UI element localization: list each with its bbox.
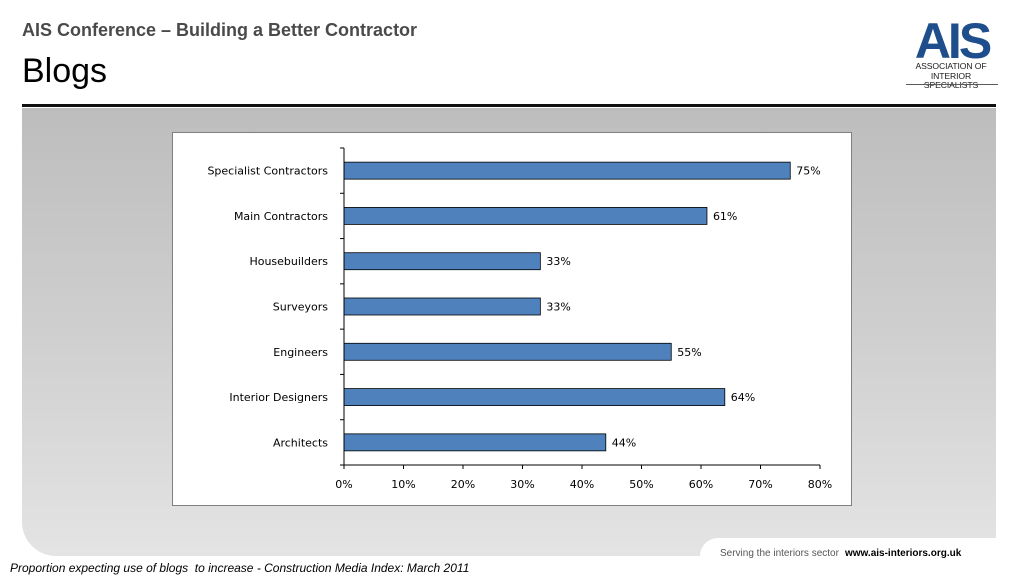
category-label: Specialist Contractors — [207, 165, 328, 178]
footer: Serving the interiors sector www.ais-inte… — [720, 548, 961, 559]
data-label: 61% — [713, 210, 737, 223]
x-tick-label: 60% — [689, 478, 713, 491]
ais-logo: AIS ASSOCIATION OF INTERIOR SPECIALISTS — [902, 18, 1000, 90]
data-label: 75% — [796, 165, 820, 178]
chart-svg: Specialist Contractors 75% Main Contractor… — [207, 147, 832, 491]
category-label: Surveyors — [273, 301, 329, 314]
logo-line-2: INTERIOR SPECIALISTS — [923, 71, 979, 90]
bar — [343, 297, 541, 316]
category-label: Main Contractors — [234, 210, 328, 223]
category-label: Engineers — [273, 346, 328, 359]
x-tick-label: 20% — [451, 478, 475, 491]
header-divider — [22, 104, 996, 107]
x-tick-label: 10% — [391, 478, 415, 491]
x-tick-label: 70% — [748, 478, 772, 491]
logo-underline — [906, 84, 998, 85]
category-label: Architects — [273, 436, 328, 449]
bar-chart: Specialist Contractors 75% Main Contractor… — [172, 132, 852, 506]
ais-logo-mark: AIS — [915, 18, 994, 60]
data-label: 55% — [677, 346, 701, 359]
bar — [343, 388, 726, 406]
logo-line-1: ASSOCIATION OF — [915, 61, 987, 71]
data-label: 33% — [546, 255, 570, 268]
x-tick-label: 30% — [510, 478, 534, 491]
data-label: 33% — [546, 301, 570, 314]
footer-band — [700, 538, 996, 568]
x-tick-label: 0% — [335, 478, 352, 491]
conference-subtitle: AIS Conference – Building a Better Contr… — [22, 20, 418, 40]
bar — [343, 207, 708, 225]
bar — [343, 342, 672, 361]
x-tick-label: 40% — [570, 478, 594, 491]
footer-tagline: Serving the interiors sector — [720, 548, 839, 559]
slide-title: Blogs — [22, 52, 108, 90]
ais-logo-letters: AIS — [915, 18, 991, 60]
bar — [343, 161, 791, 180]
category-label: Housebuilders — [249, 255, 328, 268]
x-tick-label: 50% — [629, 478, 653, 491]
bar — [343, 252, 541, 271]
x-tick-label: 80% — [808, 478, 832, 491]
category-label: Interior Designers — [229, 391, 328, 404]
bar — [343, 433, 607, 452]
data-label: 64% — [731, 391, 755, 404]
chart-caption: Proportion expecting use of blogs to inc… — [10, 561, 470, 575]
footer-url[interactable]: www.ais-interiors.org.uk — [844, 548, 962, 559]
data-label: 44% — [612, 436, 636, 449]
